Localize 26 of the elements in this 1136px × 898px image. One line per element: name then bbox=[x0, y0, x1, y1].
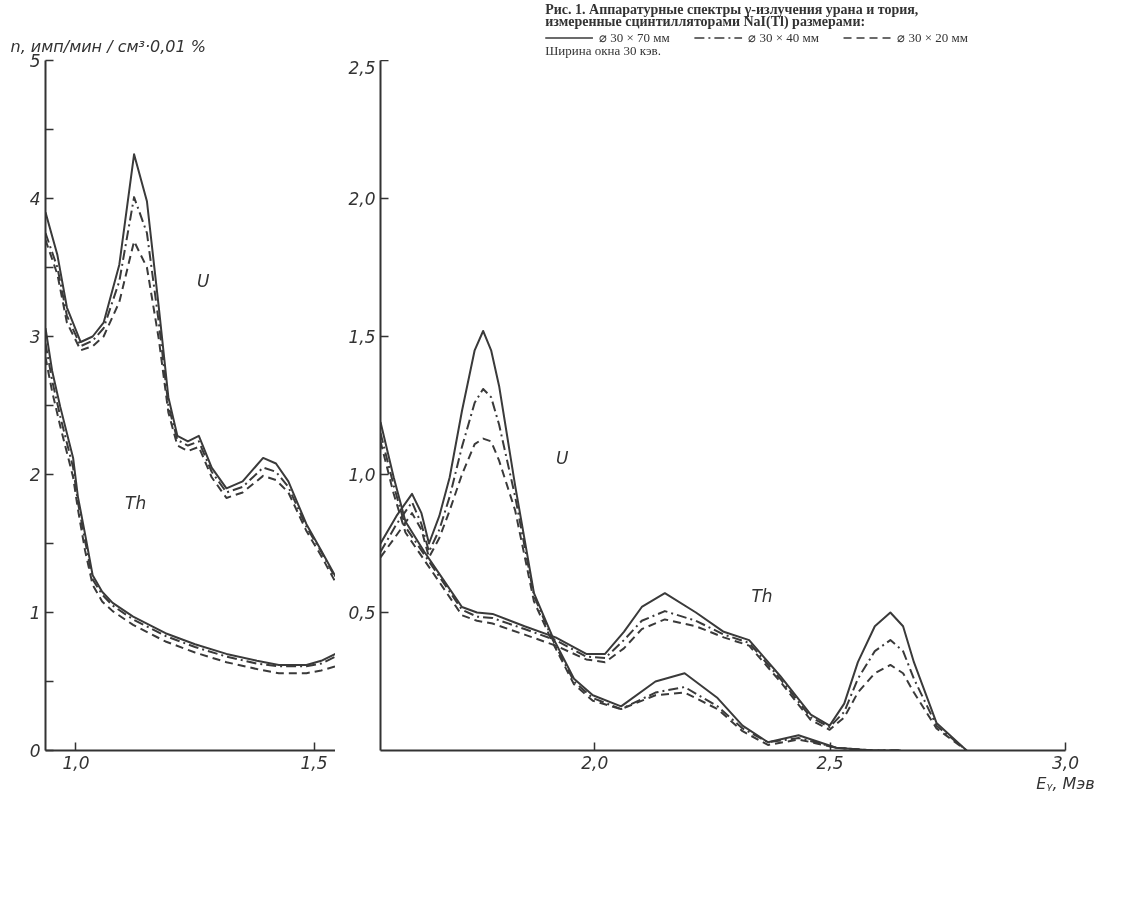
y-tick-label: 2,5 bbox=[348, 57, 376, 78]
legend-label: ⌀ 30 × 70 мм bbox=[599, 30, 670, 46]
x-tick-label: 2,5 bbox=[816, 752, 844, 773]
x-axis-title: Eᵧ, Мэв bbox=[1036, 773, 1095, 793]
y-tick-label: 1 bbox=[29, 603, 41, 623]
text: Ширина окна 30 кэв. bbox=[545, 43, 661, 59]
y-tick-label: 1,5 bbox=[348, 327, 376, 347]
y-tick-label: 4 bbox=[29, 189, 41, 209]
x-tick-label: 2,0 bbox=[581, 752, 609, 773]
legend-label: ⌀ 30 × 40 мм bbox=[748, 30, 819, 46]
x-tick-label: 1,5 bbox=[300, 752, 328, 773]
annotation: Th bbox=[751, 585, 773, 606]
annotation: U bbox=[196, 270, 210, 291]
annotation: Th bbox=[125, 493, 147, 514]
y-tick-label: 2,0 bbox=[348, 189, 376, 209]
x-tick-label: 3,0 bbox=[1051, 752, 1080, 773]
y-tick-label: 1,0 bbox=[348, 465, 376, 485]
legend-label: ⌀ 30 × 20 мм bbox=[897, 30, 969, 46]
y-tick-label: 0 bbox=[29, 741, 41, 761]
y-tick-label: 2 bbox=[29, 465, 41, 485]
y-tick-label: 0,5 bbox=[348, 603, 376, 623]
chart-title: Рис. 1. Аппаратурные спектры γ-излучения урана и тория, измеренные сцинтилляторами NaI(Tl) размерами: bbox=[545, 2, 919, 31]
y-tick-label: 3 bbox=[29, 327, 41, 347]
y-tick-label: 5 bbox=[29, 51, 41, 71]
annotation: U bbox=[556, 447, 570, 468]
x-tick-label: 1,0 bbox=[62, 752, 90, 773]
